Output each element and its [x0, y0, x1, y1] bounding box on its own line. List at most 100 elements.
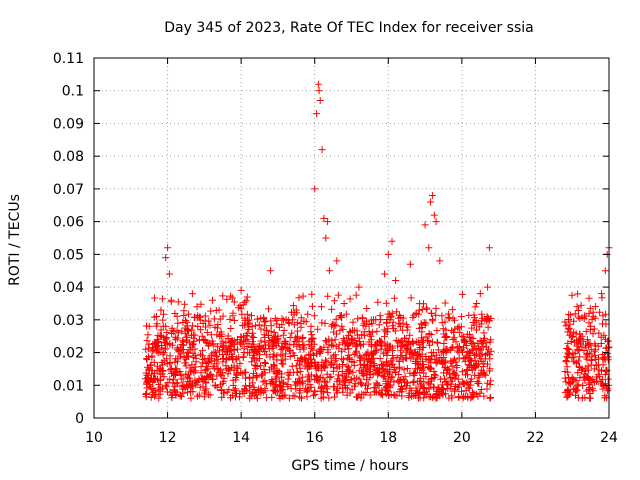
x-axis-label: GPS time / hours: [291, 458, 408, 474]
data-point: [402, 341, 410, 349]
data-point: [144, 331, 152, 339]
data-point: [486, 365, 494, 373]
data-point: [225, 354, 233, 362]
data-point: [229, 381, 237, 389]
data-point: [482, 351, 490, 359]
data-point: [142, 345, 150, 353]
data-point: [366, 391, 374, 399]
data-point: [176, 368, 184, 376]
x-tick-label: 10: [85, 430, 103, 446]
data-point: [213, 331, 221, 339]
data-point: [219, 337, 227, 345]
data-point: [170, 386, 178, 394]
data-point: [160, 334, 168, 341]
data-point: [205, 317, 213, 325]
data-point: [166, 352, 174, 360]
data-point: [588, 315, 596, 323]
data-point: [458, 332, 466, 340]
data-point: [218, 393, 226, 401]
data-point: [418, 328, 426, 336]
data-point: [436, 354, 444, 362]
data-point: [450, 334, 458, 342]
data-point: [297, 314, 305, 322]
data-point: [394, 342, 402, 350]
data-point: [269, 340, 277, 348]
data-point: [297, 358, 305, 366]
data-point: [160, 349, 168, 356]
data-point: [589, 387, 597, 395]
data-point: [356, 353, 364, 361]
data-point: [273, 316, 281, 324]
data-point: [589, 330, 597, 338]
data-point: [166, 375, 174, 383]
data-point: [145, 378, 153, 385]
data-point: [264, 341, 272, 349]
data-point: [421, 221, 429, 229]
data-point: [483, 379, 491, 387]
data-point: [211, 382, 219, 390]
data-point: [212, 352, 220, 360]
data-point: [414, 338, 422, 346]
data-point: [454, 343, 462, 351]
data-point: [415, 306, 423, 314]
data-point: [267, 267, 275, 275]
data-point: [155, 394, 163, 402]
x-tick-label: 18: [379, 430, 397, 446]
data-point: [432, 351, 440, 359]
data-point: [173, 334, 181, 342]
data-point: [161, 339, 169, 347]
data-point: [315, 378, 323, 386]
data-point: [297, 320, 305, 328]
data-point: [298, 394, 305, 402]
data-point: [304, 385, 312, 393]
data-point: [163, 383, 171, 391]
data-point: [590, 348, 598, 356]
data-point: [162, 345, 170, 353]
data-point: [219, 343, 227, 351]
data-point: [199, 356, 207, 364]
data-point: [255, 387, 262, 394]
data-point: [299, 341, 307, 349]
data-point: [381, 340, 389, 348]
data-point: [431, 355, 439, 363]
data-point: [365, 327, 373, 335]
data-point: [214, 356, 222, 364]
data-point: [204, 373, 212, 381]
data-point: [351, 336, 359, 344]
data-point: [243, 310, 251, 318]
data-point: [227, 342, 235, 350]
data-point: [564, 345, 572, 353]
data-point: [362, 389, 370, 396]
data-point: [183, 318, 191, 326]
data-point: [152, 391, 160, 398]
data-point: [404, 379, 411, 387]
data-point: [351, 382, 358, 390]
data-point: [427, 349, 435, 357]
data-point: [362, 352, 370, 360]
data-point: [207, 307, 215, 315]
data-point: [387, 342, 395, 350]
data-point: [392, 277, 400, 284]
data-point: [265, 332, 272, 339]
data-point: [471, 363, 479, 371]
data-point: [202, 379, 210, 387]
data-point: [180, 307, 188, 315]
data-point: [322, 356, 329, 364]
data-point: [403, 354, 411, 362]
data-point: [599, 320, 606, 328]
data-point: [349, 368, 357, 376]
data-point: [355, 334, 363, 342]
data-point: [196, 383, 204, 391]
data-point: [365, 338, 373, 346]
data-point: [416, 363, 424, 371]
data-point: [287, 385, 295, 393]
data-point: [166, 359, 174, 366]
data-point: [267, 327, 275, 335]
data-point: [158, 295, 166, 303]
data-point: [368, 320, 376, 328]
data-point: [184, 310, 192, 318]
data-point: [143, 337, 151, 345]
data-point: [299, 292, 307, 300]
data-point: [259, 388, 267, 396]
data-point: [456, 328, 464, 336]
